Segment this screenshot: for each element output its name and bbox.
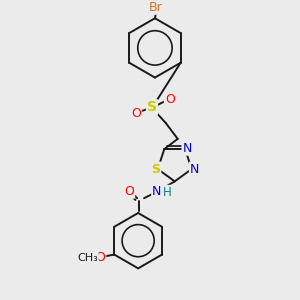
Text: Br: Br [149,1,163,14]
Text: O: O [131,107,141,120]
Text: H: H [162,186,171,199]
Text: N: N [190,163,199,176]
Text: N: N [152,185,162,198]
Text: O: O [95,251,105,264]
Text: O: O [124,185,134,198]
Text: S: S [147,100,157,114]
Text: N: N [182,142,192,155]
Text: O: O [165,93,175,106]
Text: S: S [151,163,160,176]
Text: CH₃: CH₃ [77,254,98,263]
